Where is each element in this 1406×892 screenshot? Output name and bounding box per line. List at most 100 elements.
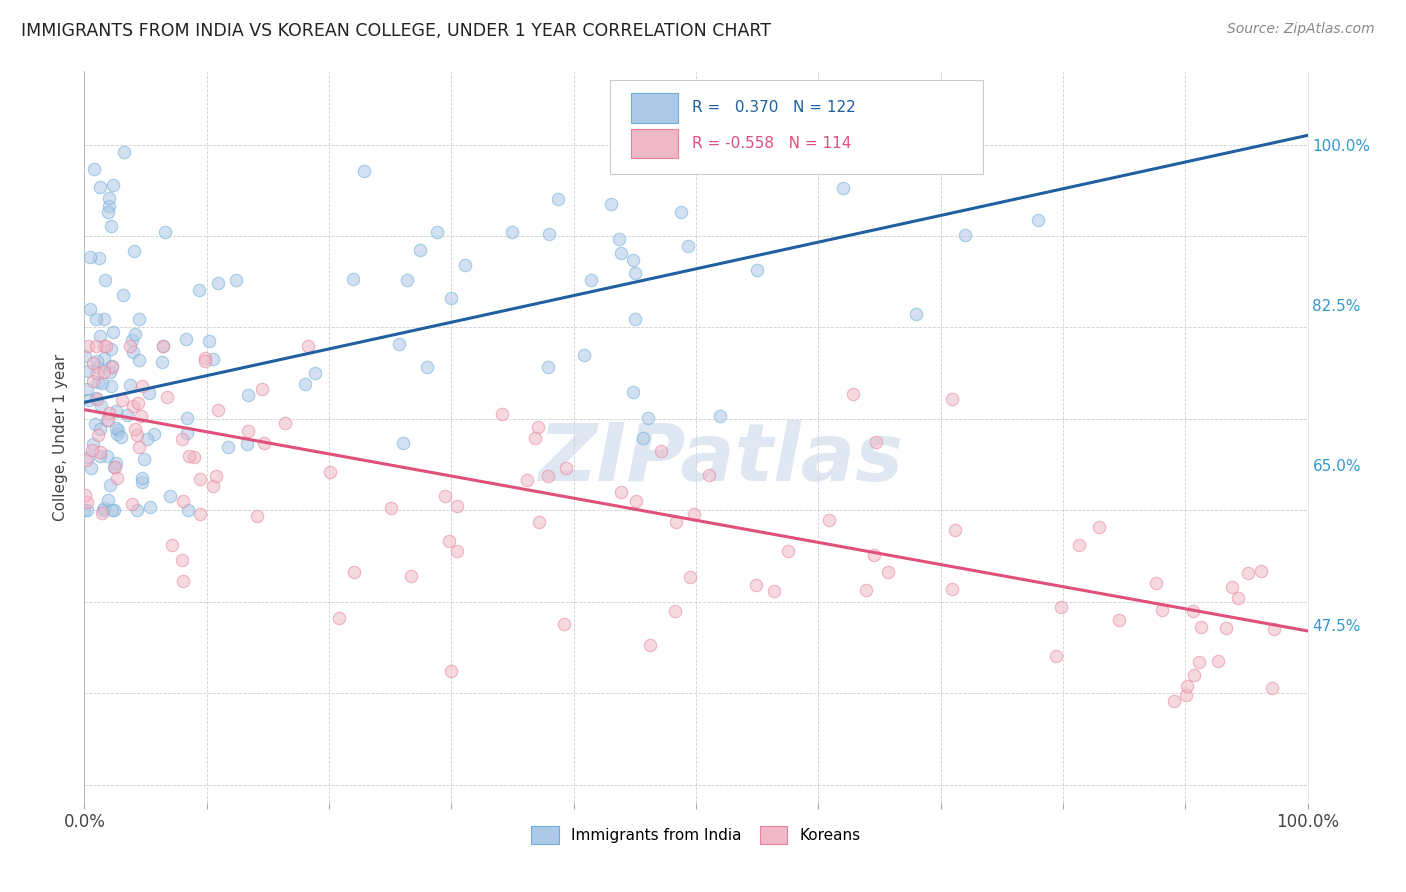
Point [747,262,769,277]
Point [87,360,110,375]
Y-axis label: College, Under 1 year: College, Under 1 year [53,353,69,521]
Point [1215,621,1237,635]
Point [1152,603,1174,617]
Point [179,450,201,464]
Point [183,450,205,465]
Point [537,360,560,375]
Legend: Immigrants from India, Koreans: Immigrants from India, Koreans [526,820,866,850]
Point [516,474,538,488]
Point [79,250,101,264]
Point [905,307,928,321]
Point [86,353,108,368]
Point [941,392,963,406]
Point [235,437,257,451]
Point [865,434,887,449]
Point [599,197,621,211]
Text: Source: ZipAtlas.com: Source: ZipAtlas.com [1227,22,1375,37]
Bar [631,129,678,159]
Point [188,508,211,522]
Point [439,534,461,549]
Point [391,436,413,450]
Point [129,409,152,423]
Point [152,339,174,353]
Point [152,338,174,352]
Point [94,273,117,287]
Point [194,353,217,368]
Point [103,460,125,475]
Point [100,503,122,517]
Point [76,495,98,509]
Point [201,352,224,367]
Point [640,639,662,653]
Point [842,387,865,401]
Point [82,356,104,370]
Point [75,349,97,363]
Point [631,431,654,445]
Point [699,467,721,482]
Point [122,344,145,359]
Point [107,423,129,437]
Text: IMMIGRANTS FROM INDIA VS KOREAN COLLEGE, UNDER 1 YEAR CORRELATION CHART: IMMIGRANTS FROM INDIA VS KOREAN COLLEGE,… [21,22,770,40]
Point [396,272,419,286]
Point [103,325,125,339]
Point [524,431,547,445]
Point [104,459,127,474]
Point [1088,519,1111,533]
Point [650,444,672,458]
Point [1028,213,1050,227]
Point [176,426,198,441]
Point [1181,604,1204,618]
Point [82,443,104,458]
Point [128,440,150,454]
Point [136,433,159,447]
Point [609,484,631,499]
Point [79,461,101,475]
Point [624,493,647,508]
Point [1260,681,1282,695]
Point [83,162,105,177]
Point [683,508,706,522]
Point [100,378,122,392]
Point [527,515,550,529]
Point [83,417,105,431]
Point [97,406,120,420]
Point [89,445,111,459]
Point [101,359,124,374]
Point [1175,679,1198,693]
Point [676,239,699,253]
Point [86,392,108,406]
Point [943,523,966,537]
Point [434,489,457,503]
Point [818,513,841,527]
Point [121,497,143,511]
Point [131,475,153,489]
Point [111,392,134,407]
Point [941,582,963,597]
Point [439,664,461,678]
Point [353,164,375,178]
Point [89,449,111,463]
Point [252,382,274,396]
Point [1237,566,1260,580]
Point [253,435,276,450]
Point [96,413,118,427]
Point [176,410,198,425]
Point [75,453,97,467]
Point [202,479,225,493]
Point [408,243,430,257]
Point [319,465,342,479]
Point [101,360,124,375]
Point [82,437,104,451]
Point [745,577,768,591]
Point [84,338,107,352]
Point [207,277,229,291]
Point [188,472,211,486]
Point [91,503,114,517]
Point [122,244,145,258]
Point [328,611,350,625]
Point [225,273,247,287]
Point [501,225,523,239]
Point [238,424,260,438]
FancyBboxPatch shape [610,80,983,174]
Point [84,391,107,405]
